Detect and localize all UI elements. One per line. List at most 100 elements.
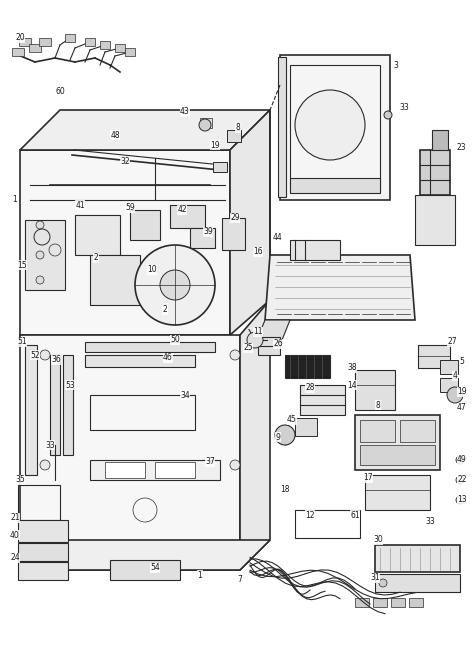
Polygon shape	[255, 320, 290, 345]
Circle shape	[447, 387, 463, 403]
Text: 32: 32	[120, 158, 130, 167]
Polygon shape	[90, 255, 140, 305]
Bar	[105, 462, 145, 478]
Bar	[295, 418, 317, 436]
Bar	[19, 38, 31, 46]
Text: 28: 28	[305, 383, 315, 392]
Text: 36: 36	[51, 356, 61, 364]
Bar	[29, 44, 41, 52]
Text: 33: 33	[425, 517, 435, 526]
Bar	[125, 48, 135, 56]
Text: 49: 49	[457, 455, 467, 464]
Polygon shape	[415, 195, 455, 245]
Polygon shape	[75, 215, 120, 255]
Polygon shape	[20, 540, 270, 570]
Text: 42: 42	[177, 205, 187, 215]
Text: 16: 16	[253, 247, 263, 256]
Bar	[18, 520, 68, 542]
Text: 26: 26	[273, 339, 283, 349]
Polygon shape	[280, 55, 390, 200]
Polygon shape	[418, 345, 450, 368]
Circle shape	[230, 350, 240, 360]
Text: 1: 1	[13, 196, 18, 205]
Polygon shape	[365, 475, 430, 510]
Polygon shape	[20, 150, 230, 335]
Text: 25: 25	[243, 343, 253, 353]
Text: 2: 2	[163, 305, 167, 315]
Bar	[213, 162, 227, 172]
Circle shape	[199, 119, 211, 131]
Text: 23: 23	[456, 143, 466, 152]
Bar	[63, 355, 73, 455]
Bar	[360, 445, 435, 465]
Bar	[18, 562, 68, 580]
Bar	[440, 360, 458, 374]
Circle shape	[247, 332, 263, 348]
Text: 59: 59	[125, 203, 135, 213]
Polygon shape	[375, 574, 460, 592]
Circle shape	[36, 221, 44, 229]
Text: 24: 24	[10, 553, 20, 562]
Text: 33: 33	[45, 441, 55, 449]
Bar	[290, 178, 380, 193]
Polygon shape	[20, 335, 240, 570]
Polygon shape	[240, 300, 270, 570]
Polygon shape	[20, 110, 270, 150]
Text: 9: 9	[275, 432, 281, 441]
Text: 2: 2	[94, 254, 99, 262]
Circle shape	[230, 460, 240, 470]
Text: 19: 19	[210, 141, 220, 150]
Text: 41: 41	[75, 201, 85, 209]
Bar	[391, 598, 405, 607]
Text: 35: 35	[15, 475, 25, 485]
Circle shape	[384, 111, 392, 119]
Polygon shape	[90, 460, 220, 480]
Text: 1: 1	[198, 570, 202, 579]
Text: 33: 33	[399, 103, 409, 112]
Circle shape	[40, 460, 50, 470]
Circle shape	[275, 425, 295, 445]
Text: 19: 19	[457, 388, 467, 396]
Text: 8: 8	[375, 400, 380, 409]
Text: 31: 31	[370, 574, 380, 583]
Polygon shape	[432, 130, 448, 150]
Text: 52: 52	[30, 351, 40, 360]
Text: 47: 47	[457, 404, 467, 413]
Circle shape	[160, 270, 190, 300]
Text: 53: 53	[65, 381, 75, 390]
Text: 21: 21	[10, 513, 20, 523]
Text: 3: 3	[393, 61, 399, 69]
Polygon shape	[375, 545, 460, 572]
Circle shape	[40, 350, 50, 360]
Text: 15: 15	[17, 260, 27, 269]
Bar	[373, 598, 387, 607]
Bar	[12, 48, 24, 56]
Polygon shape	[25, 220, 65, 290]
Bar	[227, 130, 241, 142]
Bar	[25, 345, 37, 475]
Text: 50: 50	[170, 336, 180, 345]
Circle shape	[456, 476, 464, 484]
Text: 7: 7	[237, 576, 242, 585]
Text: 5: 5	[460, 358, 465, 366]
Text: 10: 10	[147, 266, 157, 275]
Polygon shape	[230, 110, 270, 335]
Text: 20: 20	[15, 33, 25, 43]
Bar	[355, 598, 369, 607]
Polygon shape	[85, 355, 195, 367]
Text: 51: 51	[17, 337, 27, 347]
Text: 27: 27	[447, 337, 457, 347]
Text: 30: 30	[373, 536, 383, 545]
Text: 18: 18	[280, 485, 290, 494]
Text: 22: 22	[457, 475, 467, 485]
Polygon shape	[85, 342, 215, 352]
Polygon shape	[258, 337, 280, 355]
Circle shape	[135, 245, 215, 325]
Bar	[100, 41, 110, 49]
Text: 11: 11	[253, 328, 263, 337]
Bar	[400, 420, 435, 442]
Bar	[50, 355, 60, 455]
Text: 14: 14	[347, 381, 357, 390]
Polygon shape	[110, 560, 180, 580]
Bar	[360, 420, 395, 442]
